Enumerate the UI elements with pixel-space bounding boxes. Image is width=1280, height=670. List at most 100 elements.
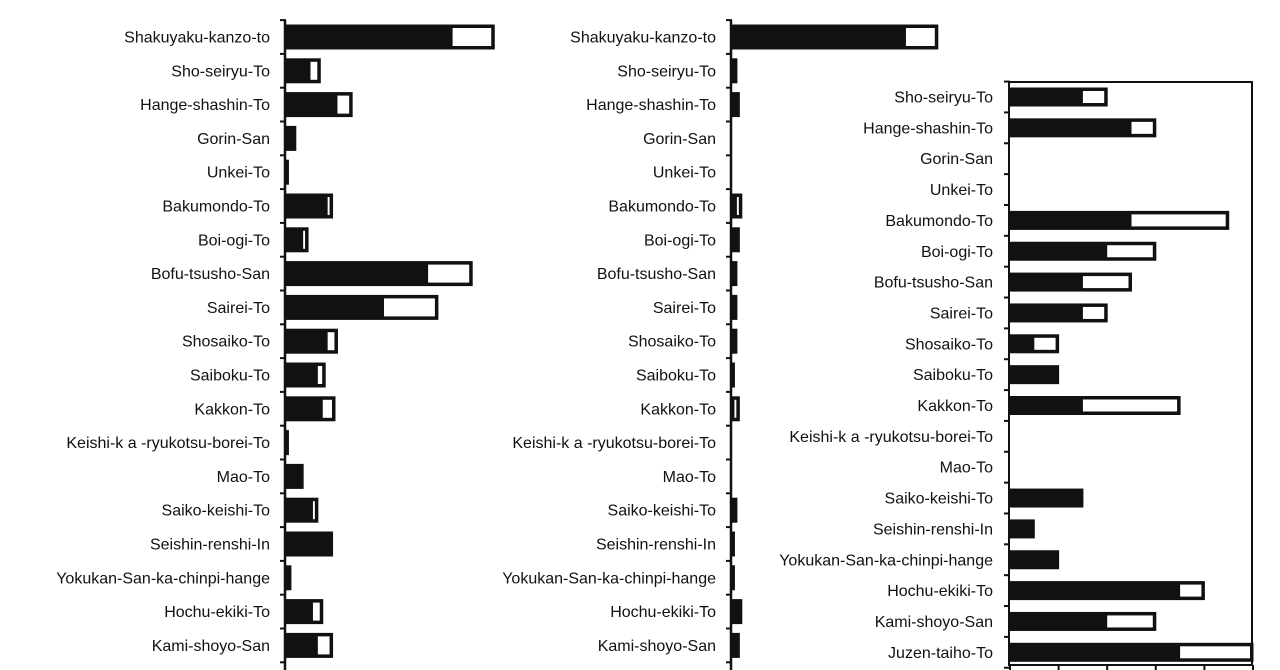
category-label: Hochu-ekiki-To (164, 604, 270, 621)
bar-segment-open (337, 95, 350, 114)
category-label: Kakkon-To (640, 401, 716, 418)
category-label: Shosaiko-To (628, 334, 716, 351)
category-label: Hochu-ekiki-To (610, 604, 716, 621)
bar-segment-filled (286, 58, 311, 83)
bar-segment-filled (1010, 489, 1083, 508)
bar-segment-filled (732, 396, 735, 421)
bar-segment-filled (1010, 88, 1083, 106)
bar-segment-filled (1010, 365, 1059, 384)
bar-segment-filled (286, 363, 318, 387)
chart-panel-2: Shakuyaku-kanzo-to Sho-seiryu-To Hange-sha… (502, 19, 939, 670)
bar-segment-open (327, 197, 330, 215)
bar-segment-filled (732, 295, 737, 320)
bar-segment-filled (1010, 519, 1035, 538)
category-label: Sho-seiryu-To (171, 63, 270, 80)
bar-segment-filled (732, 565, 735, 590)
bar-segment-filled (1010, 396, 1083, 415)
bar-segment-open (452, 28, 492, 46)
bar-segment-filled (286, 464, 304, 489)
bar-segment-filled (1010, 612, 1108, 631)
category-label: Saiko-keishi-To (885, 491, 994, 508)
bar-segment-filled (286, 92, 338, 117)
category-label: Yokukan-San-ka-chinpi-hange (56, 570, 270, 587)
category-label: Boi-ogi-To (198, 232, 270, 249)
bar-segment-open (1034, 337, 1056, 350)
bar-segment-filled (286, 160, 289, 185)
category-label: Yokukan-San-ka-chinpi-hange (502, 570, 716, 587)
bar-segment-filled (732, 599, 742, 624)
bar-segment-open (734, 399, 737, 418)
plot-frame (1008, 81, 1253, 666)
bar-segment-filled (286, 498, 313, 523)
bar-segment-open (310, 61, 318, 80)
category-label: Mao-To (217, 469, 270, 486)
bar-segment-filled (1010, 581, 1181, 600)
bar-segment-open (1082, 91, 1105, 103)
category-label: Saiboku-To (190, 368, 270, 385)
bar-segment-filled (732, 25, 906, 49)
category-label: Shakuyaku-kanzo-to (570, 30, 716, 47)
category-label: Kami-shoyo-San (152, 638, 270, 655)
bar-segment-open (1082, 306, 1105, 319)
category-label: Gorin-San (920, 151, 993, 168)
bar-segment-open (312, 602, 320, 621)
bar-segment-filled (1010, 550, 1059, 569)
bar-segment-filled (286, 25, 453, 49)
bar-segment-open (428, 264, 470, 283)
category-label: Sho-seiryu-To (894, 90, 993, 107)
category-label: Hochu-ekiki-To (887, 583, 993, 600)
category-label: Mao-To (663, 469, 716, 486)
bar-segment-open (1082, 399, 1178, 412)
bar-segment-open (1082, 276, 1129, 289)
bar-segment-filled (286, 599, 313, 624)
category-label: Kami-shoyo-San (598, 638, 716, 655)
bar-segment-filled (732, 498, 737, 523)
bar-segment-filled (732, 633, 740, 658)
category-label: Unkei-To (653, 165, 716, 182)
category-label: Keishi-k a -ryukotsu-borei-To (66, 435, 270, 452)
category-label: Bakumondo-To (162, 199, 270, 216)
bar-segment-filled (732, 329, 737, 354)
bar-segment-open (1107, 615, 1153, 628)
bar-segment-filled (1010, 303, 1083, 322)
category-label: Saiko-keishi-To (608, 503, 717, 520)
bar-segment-filled (286, 126, 296, 151)
category-label: Kakkon-To (917, 398, 993, 415)
category-label: Seishin-renshi-In (596, 537, 716, 554)
category-label: Unkei-To (930, 182, 993, 199)
category-label: Bofu-tsusho-San (874, 275, 993, 292)
bar-segment-filled (732, 227, 740, 252)
bar-segment-filled (286, 194, 328, 218)
bar-segment-open (317, 366, 323, 384)
category-label: Keishi-k a -ryukotsu-borei-To (512, 435, 716, 452)
category-label: Saiko-keishi-To (162, 503, 271, 520)
bar-segment-filled (286, 396, 323, 421)
bar-segment-filled (732, 261, 737, 286)
bar-segment-open (1107, 245, 1153, 258)
category-label: Bofu-tsusho-San (597, 266, 716, 283)
category-label: Bofu-tsusho-San (151, 266, 270, 283)
category-label: Hange-shashin-To (863, 120, 993, 137)
category-label: Shosaiko-To (182, 334, 270, 351)
category-label: Shosaiko-To (905, 336, 993, 353)
category-label: Keishi-k a -ryukotsu-borei-To (789, 429, 993, 446)
bar-segment-filled (1010, 334, 1035, 353)
category-label: Yokukan-San-ka-chinpi-hange (779, 552, 993, 569)
bar-segment-filled (286, 430, 289, 455)
bar-segment-open (1180, 646, 1250, 659)
category-label: Bakumondo-To (608, 199, 716, 216)
category-label: Gorin-San (643, 131, 716, 148)
category-label: Boi-ogi-To (921, 244, 993, 261)
category-label: Gorin-San (197, 131, 270, 148)
category-label: Saiboku-To (913, 367, 993, 384)
bar-segment-filled (732, 532, 735, 556)
category-label: Bakumondo-To (885, 213, 993, 230)
category-label: Mao-To (940, 460, 993, 477)
bar-segment-open (312, 501, 315, 520)
category-label: Sairei-To (653, 300, 716, 317)
bar-segment-filled (286, 227, 304, 252)
bar-segment-open (317, 636, 330, 655)
bar-segment-filled (286, 633, 318, 658)
category-label: Juzen-taiho-To (888, 645, 993, 662)
